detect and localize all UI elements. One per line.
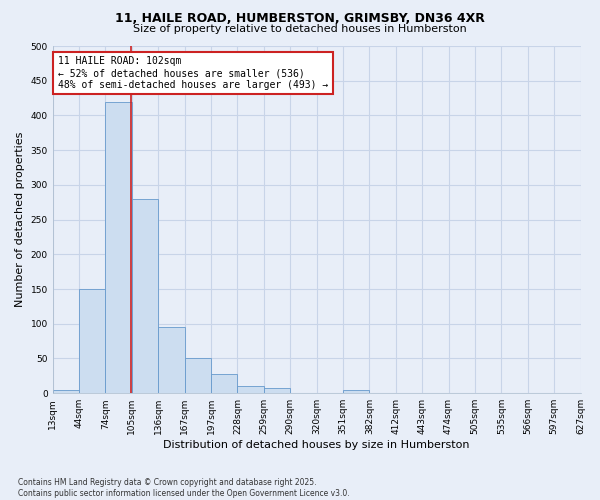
Bar: [211, 374, 238, 393]
Text: Contains HM Land Registry data © Crown copyright and database right 2025.
Contai: Contains HM Land Registry data © Crown c…: [18, 478, 350, 498]
Bar: [132, 199, 158, 393]
Text: 11 HAILE ROAD: 102sqm
← 52% of detached houses are smaller (536)
48% of semi-det: 11 HAILE ROAD: 102sqm ← 52% of detached …: [58, 56, 328, 90]
Text: Size of property relative to detached houses in Humberston: Size of property relative to detached ho…: [133, 24, 467, 34]
Bar: [343, 390, 370, 393]
Bar: [53, 390, 79, 393]
Bar: [79, 289, 106, 393]
Bar: [106, 102, 132, 393]
Bar: [158, 327, 185, 393]
Text: 11, HAILE ROAD, HUMBERSTON, GRIMSBY, DN36 4XR: 11, HAILE ROAD, HUMBERSTON, GRIMSBY, DN3…: [115, 12, 485, 26]
Bar: [238, 386, 264, 393]
X-axis label: Distribution of detached houses by size in Humberston: Distribution of detached houses by size …: [163, 440, 470, 450]
Y-axis label: Number of detached properties: Number of detached properties: [15, 132, 25, 308]
Bar: [264, 388, 290, 393]
Bar: [185, 358, 211, 393]
